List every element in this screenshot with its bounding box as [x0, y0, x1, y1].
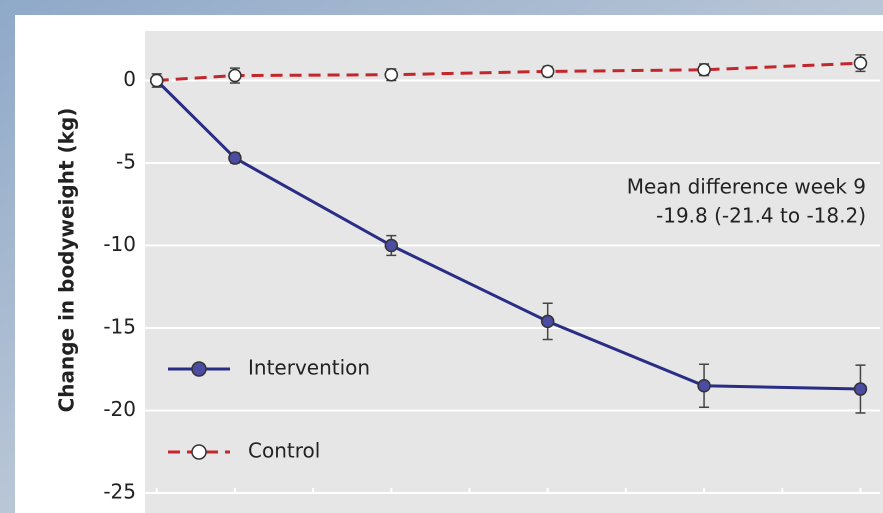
- series-line: [155, 79, 861, 391]
- legend-label: Intervention: [248, 356, 370, 380]
- legend-marker: [191, 444, 207, 460]
- point: [149, 73, 164, 88]
- y-tick-label: -10: [103, 232, 136, 256]
- point: [384, 238, 399, 253]
- legend-label: Control: [248, 439, 320, 463]
- point: [228, 151, 242, 165]
- y-tick-label: -15: [103, 315, 136, 339]
- point: [853, 56, 868, 70]
- point: [384, 67, 399, 82]
- point: [540, 314, 555, 329]
- point: [540, 64, 555, 79]
- y-tick-label: -5: [116, 150, 136, 174]
- annotation: -19.8 (-21.4 to -18.2): [656, 204, 866, 228]
- point: [697, 379, 711, 393]
- y-axis-label: Change in bodyweight (kg): [55, 108, 79, 413]
- y-tick-label: -25: [103, 480, 136, 504]
- point: [228, 68, 242, 83]
- annotation: Mean difference week 9: [627, 175, 866, 199]
- series-line: [156, 61, 861, 82]
- plot-area: [145, 31, 883, 513]
- point: [853, 382, 868, 396]
- legend-marker: [191, 361, 207, 377]
- y-tick-label: 0: [123, 67, 136, 91]
- point: [697, 63, 711, 77]
- y-tick-label: -20: [103, 397, 136, 421]
